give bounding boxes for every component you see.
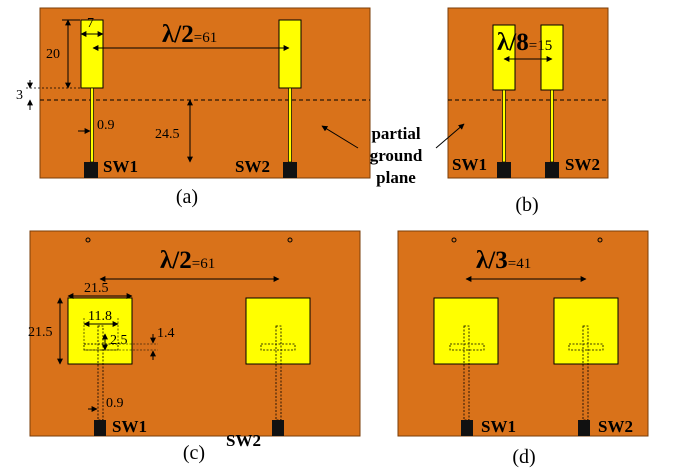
panel-c: SW1 SW2 λ/2=61 21.5 21.5 11.8 2.5 1.4 0.… xyxy=(28,230,361,450)
panel-a-feed-left xyxy=(90,87,94,163)
panel-d-switch-left xyxy=(461,420,473,436)
panel-b-switch-right xyxy=(545,162,559,178)
panel-c-switch-left xyxy=(94,420,106,436)
panel-a-sw2-label: SW2 xyxy=(235,157,270,176)
panel-b-spacing-value: =15 xyxy=(529,38,552,54)
panel-b: SW1 SW2 λ/8=15 xyxy=(447,7,609,179)
panel-a: SW1 SW2 7 20 3 λ/2=61 0.9 24.5 xyxy=(16,7,371,179)
panel-a-width-label: 7 xyxy=(87,16,94,31)
panel-a-gap-label: 3 xyxy=(16,88,23,103)
panel-b-sw1-label: SW1 xyxy=(452,155,487,174)
panel-b-patch-right xyxy=(540,24,564,91)
annotation-line-3: plane xyxy=(376,168,416,187)
panel-c-hole-left xyxy=(85,237,91,243)
annotation-line-2: ground xyxy=(370,146,423,165)
panel-a-switch-right xyxy=(283,162,297,178)
panel-a-sw1-label: SW1 xyxy=(103,157,138,176)
panel-d: SW1 SW2 λ/3=41 xyxy=(397,230,649,437)
panel-a-patch-right xyxy=(278,19,302,89)
panel-c-spacing-value: =61 xyxy=(192,256,215,272)
panel-d-sw1-label: SW1 xyxy=(481,417,516,436)
panel-a-height-label: 20 xyxy=(46,47,60,62)
panel-d-caption: (d) xyxy=(512,446,535,468)
panel-a-feed-right xyxy=(288,87,292,163)
panel-d-spacing-label: λ/3 xyxy=(476,247,508,274)
panel-c-caption: (c) xyxy=(183,442,205,464)
panel-d-slot-left xyxy=(449,343,485,351)
panel-a-spacing-value: =61 xyxy=(194,30,217,46)
panel-a-caption: (a) xyxy=(176,186,198,208)
panel-c-spacing-label: λ/2 xyxy=(160,247,192,274)
panel-a-ground-label: 24.5 xyxy=(155,127,180,142)
panel-c-switch-right xyxy=(272,420,284,436)
panel-d-sw2-label: SW2 xyxy=(598,417,633,436)
panel-c-hole-right xyxy=(287,237,293,243)
partial-ground-plane-annotation: partial ground plane xyxy=(321,123,465,187)
panel-c-slot-width-label: 2.5 xyxy=(110,333,128,348)
panel-b-switch-left xyxy=(497,162,511,178)
panel-c-patch-right xyxy=(245,297,311,365)
panel-b-feed-left xyxy=(502,89,506,163)
panel-b-spacing-label: λ/8 xyxy=(497,29,529,56)
annotation-arrow-left xyxy=(321,125,359,149)
panel-c-height-label: 21.5 xyxy=(28,325,53,340)
panel-d-patch-right xyxy=(553,297,619,365)
annotation-arrow-right xyxy=(435,123,465,149)
annotation-line-1: partial xyxy=(371,124,420,143)
panel-c-slot-right xyxy=(260,343,296,351)
panel-d-slot-right xyxy=(568,343,604,351)
panel-d-switch-right xyxy=(578,420,590,436)
panel-c-slot-length-label: 11.8 xyxy=(88,309,112,324)
panel-d-patch-left xyxy=(433,297,499,365)
panel-d-hole-right xyxy=(597,237,603,243)
panel-d-hole-left xyxy=(451,237,457,243)
panel-c-sw2-label: SW2 xyxy=(226,431,261,450)
panel-d-spacing-value: =41 xyxy=(508,256,531,272)
svg-text:λ/2=61: λ/2=61 xyxy=(162,21,217,48)
panel-a-feed-width-label: 0.9 xyxy=(97,118,115,133)
panel-c-patch-left xyxy=(67,297,133,365)
svg-text:λ/3=41: λ/3=41 xyxy=(476,247,531,274)
panel-c-sw1-label: SW1 xyxy=(112,417,147,436)
panel-b-substrate xyxy=(447,7,609,179)
panel-c-width-label: 21.5 xyxy=(84,281,109,296)
panel-b-sw2-label: SW2 xyxy=(565,155,600,174)
panel-a-switch-left xyxy=(84,162,98,178)
panel-b-caption: (b) xyxy=(515,194,538,216)
panel-b-feed-right xyxy=(550,89,554,163)
panel-c-slot-left xyxy=(83,343,119,351)
panel-a-spacing-label: λ/2 xyxy=(162,21,194,48)
svg-text:λ/2=61: λ/2=61 xyxy=(160,247,215,274)
panel-c-feed-width-label: 0.9 xyxy=(106,396,124,411)
panel-c-offset-label: 1.4 xyxy=(157,326,175,341)
svg-text:λ/8=15: λ/8=15 xyxy=(497,29,552,56)
